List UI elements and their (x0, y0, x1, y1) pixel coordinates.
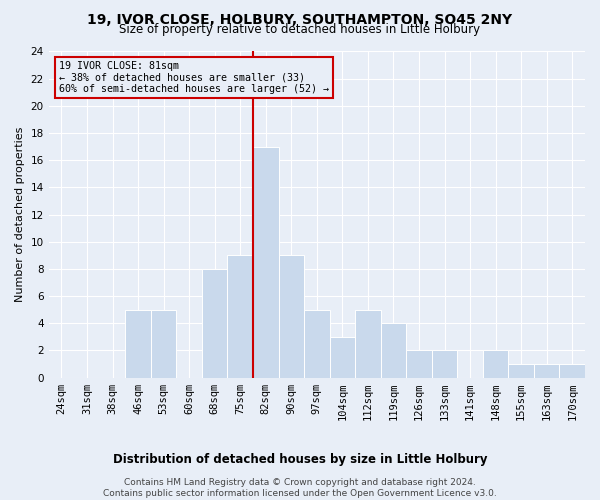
Text: Contains HM Land Registry data © Crown copyright and database right 2024.
Contai: Contains HM Land Registry data © Crown c… (103, 478, 497, 498)
Bar (329, 337, 355, 378)
Bar (304, 310, 329, 378)
Bar (508, 364, 534, 378)
Bar (227, 256, 253, 378)
Bar (125, 310, 151, 378)
Text: 19 IVOR CLOSE: 81sqm
← 38% of detached houses are smaller (33)
60% of semi-detac: 19 IVOR CLOSE: 81sqm ← 38% of detached h… (59, 62, 329, 94)
Bar (380, 324, 406, 378)
Bar (253, 146, 278, 378)
Text: Size of property relative to detached houses in Little Holbury: Size of property relative to detached ho… (119, 24, 481, 36)
Text: 19, IVOR CLOSE, HOLBURY, SOUTHAMPTON, SO45 2NY: 19, IVOR CLOSE, HOLBURY, SOUTHAMPTON, SO… (88, 12, 512, 26)
Bar (483, 350, 508, 378)
Bar (534, 364, 559, 378)
Bar (406, 350, 432, 378)
Y-axis label: Number of detached properties: Number of detached properties (15, 127, 25, 302)
Bar (151, 310, 176, 378)
Bar (559, 364, 585, 378)
Bar (355, 310, 380, 378)
Text: Distribution of detached houses by size in Little Holbury: Distribution of detached houses by size … (113, 452, 487, 466)
Bar (278, 256, 304, 378)
Bar (202, 269, 227, 378)
Bar (432, 350, 457, 378)
